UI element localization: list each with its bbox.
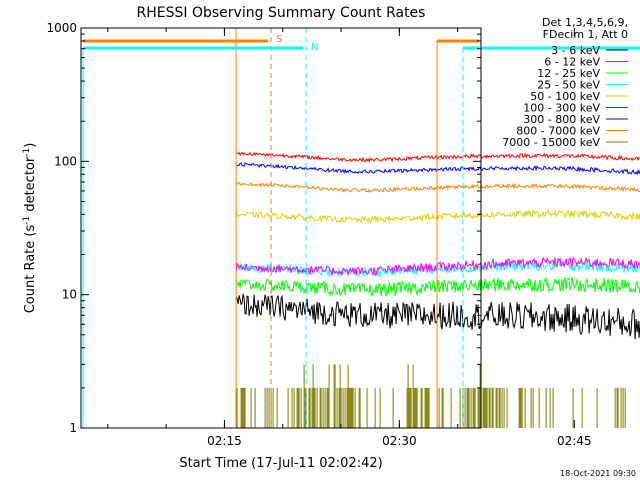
plot-frame (80, 27, 482, 429)
series-line (235, 151, 640, 163)
series-line (235, 256, 640, 277)
y-axis-label-part: detector (23, 156, 38, 216)
legend: Det 1,3,4,5,6,9, FDecim 1, Att 0 3 - 6 k… (502, 16, 628, 149)
series-line (235, 208, 640, 224)
legend-label: 50 - 100 keV (530, 90, 600, 103)
y-tick-label: 100 (54, 154, 77, 168)
legend-label: 800 - 7000 keV (516, 125, 600, 138)
x-tick-label: 02:15 (207, 434, 242, 448)
legend-label: 6 - 12 keV (544, 56, 600, 69)
legend-header-line: FDecim 1, Att 0 (543, 28, 628, 41)
chart-title: RHESSI Observing Summary Count Rates (137, 5, 426, 21)
x-axis-label: Start Time (17-Jul-11 02:02:42) (179, 456, 382, 471)
series-line (236, 162, 640, 176)
legend-label: 25 - 50 keV (537, 79, 600, 92)
series-layer (235, 151, 640, 428)
y-axis-label-part: ) (23, 143, 38, 148)
x-tick-label: 02:45 (557, 434, 592, 448)
y-tick-label: 1000 (46, 21, 77, 35)
saa-label: S (276, 34, 282, 45)
legend-header-line: Det 1,3,4,5,6,9, (542, 16, 628, 29)
series-line (235, 293, 640, 340)
y-axis-label-superscript: -1 (22, 148, 32, 157)
legend-label: 12 - 25 keV (537, 67, 600, 80)
y-tick-label: 1 (69, 421, 77, 435)
series-line (235, 259, 640, 278)
legend-label: 7000 - 15000 keV (502, 136, 600, 149)
x-tick-label: 02:30 (382, 434, 417, 448)
y-axis-label: Count Rate (s-1 detector-1) (22, 143, 38, 314)
y-axis-label-part: Count Rate (s (23, 225, 38, 314)
legend-label: 300 - 800 keV (523, 113, 600, 126)
legend-label: 3 - 6 keV (551, 44, 600, 57)
footer-date: 18-Oct-2021 09:30 (560, 469, 636, 478)
series-line (236, 181, 640, 193)
legend-label: 100 - 300 keV (523, 102, 600, 115)
y-tick-label: 10 (62, 288, 77, 302)
y-axis: 1 10 100 1000 (46, 21, 481, 435)
series-line (235, 276, 640, 298)
y-axis-label-superscript: -1 (22, 216, 32, 225)
night-label: N (311, 42, 318, 53)
